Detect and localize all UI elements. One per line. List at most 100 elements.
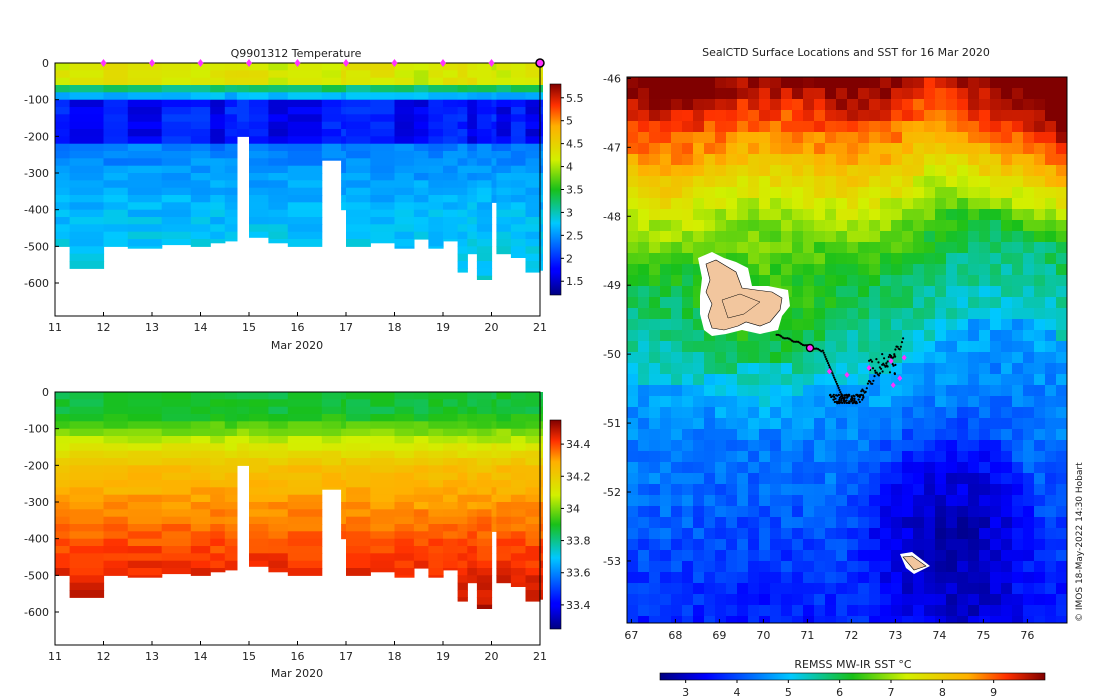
colorbar-tick-label: 34: [566, 502, 580, 515]
heatmap-cell: [496, 487, 512, 496]
sst-cell: [627, 385, 639, 397]
heatmap-cell: [346, 92, 371, 101]
sst-cell: [814, 572, 826, 584]
heatmap-cell: [428, 502, 444, 510]
sst-cell: [1045, 319, 1057, 331]
heatmap-cell: [210, 560, 226, 569]
sst-cell: [891, 374, 903, 386]
sst-cell: [1034, 297, 1046, 309]
sst-cell: [792, 110, 804, 122]
sst-cell: [1045, 341, 1057, 353]
sst-cell: [1012, 572, 1024, 584]
sst-cell: [737, 253, 749, 265]
heatmap-cell: [69, 487, 105, 496]
sst-cell: [1056, 429, 1067, 441]
sst-cell: [825, 198, 837, 210]
sst-cell: [781, 605, 793, 617]
heatmap-cell: [496, 392, 512, 400]
sst-cell: [781, 561, 793, 573]
sst-cell: [781, 572, 793, 584]
sst-cell: [737, 407, 749, 419]
sst-cell: [814, 484, 826, 496]
sst-cell: [858, 583, 870, 595]
sst-cell: [1056, 253, 1067, 265]
heatmap-cell: [394, 180, 415, 189]
sst-cell: [770, 242, 782, 254]
sst-cell: [946, 143, 958, 155]
heatmap-cell: [443, 487, 459, 496]
heatmap-cell: [161, 165, 192, 174]
sst-cell: [682, 231, 694, 243]
sst-cell: [638, 99, 650, 111]
heatmap-cell: [69, 77, 105, 86]
heatmap-cell: [103, 450, 129, 459]
colorbar-tick-label: 33.8: [566, 535, 591, 548]
sst-cell: [649, 286, 661, 298]
sst-cell: [781, 110, 793, 122]
heatmap-cell: [370, 524, 396, 532]
heatmap-cell: [443, 516, 459, 525]
sst-cell: [682, 594, 694, 606]
current-position-marker: [805, 343, 815, 353]
sst-cell: [770, 341, 782, 353]
heatmap-cell: [346, 158, 371, 167]
sst-cell: [781, 440, 793, 452]
heatmap-cell: [249, 77, 269, 86]
sst-cell: [726, 572, 738, 584]
sst-cell: [759, 330, 771, 342]
x-tick-label: 15: [242, 321, 256, 334]
heatmap-cell: [210, 99, 226, 108]
sst-cell: [649, 539, 661, 551]
sst-cell: [847, 550, 859, 562]
heatmap-cell: [346, 509, 371, 518]
sst-cell: [891, 275, 903, 287]
sst-cell: [1012, 165, 1024, 177]
sst-cell: [1045, 561, 1057, 573]
sst-cell: [1034, 286, 1046, 298]
profile-marker: [149, 59, 155, 67]
heatmap-cell: [55, 509, 71, 518]
sst-cell: [869, 198, 881, 210]
sst-cell: [913, 616, 925, 623]
sst-cell: [737, 209, 749, 221]
sst-cell: [935, 297, 947, 309]
sst-cell: [1056, 583, 1067, 595]
sst-cell: [649, 583, 661, 595]
sst-cell: [693, 539, 705, 551]
sst-cell: [858, 528, 870, 540]
sst-cell: [858, 99, 870, 111]
heatmap-cell: [413, 538, 430, 547]
sst-cell: [825, 473, 837, 485]
sst-cell: [935, 264, 947, 276]
heatmap-cell: [443, 509, 459, 518]
sst-cell: [671, 330, 683, 342]
sst-cell: [803, 308, 815, 320]
sst-cell: [913, 165, 925, 177]
temperature-profile-markers: [100, 58, 545, 68]
heatmap-cell: [346, 165, 371, 174]
track-point: [888, 371, 892, 374]
heatmap-cell: [540, 450, 543, 459]
sst-cell: [1056, 154, 1067, 166]
sst-cell: [913, 231, 925, 243]
sst-cell: [1023, 143, 1035, 155]
sst-cell: [1001, 374, 1013, 386]
heatmap-cell: [341, 502, 347, 510]
heatmap-cell: [413, 209, 430, 218]
heatmap-cell: [103, 524, 129, 532]
x-tick-label: 14: [194, 650, 208, 663]
heatmap-cell: [510, 129, 527, 137]
heatmap-cell: [249, 458, 269, 466]
sst-cell: [990, 220, 1002, 232]
sst-cell: [847, 275, 859, 287]
sst-cell: [935, 429, 947, 441]
heatmap-cell: [268, 502, 289, 510]
heatmap-cell: [55, 428, 71, 437]
sst-cell: [924, 495, 936, 507]
sst-cell: [748, 407, 760, 419]
heatmap-cell: [428, 136, 444, 145]
heatmap-cell: [496, 143, 512, 152]
heatmap-cell: [394, 70, 415, 79]
heatmap-cell: [428, 436, 444, 444]
sst-cell: [704, 198, 716, 210]
